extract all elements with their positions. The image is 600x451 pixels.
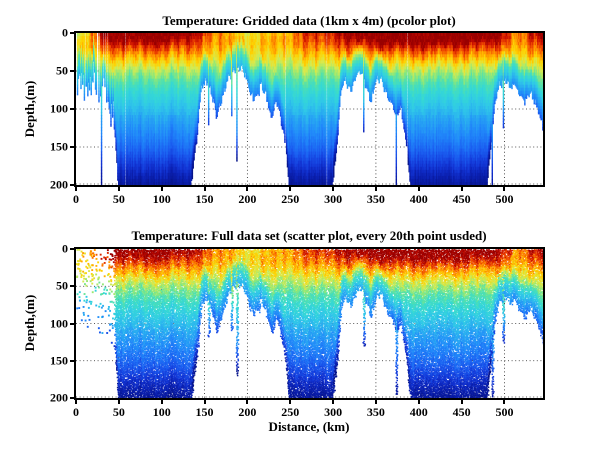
x-tick-mark xyxy=(460,400,463,404)
x-tick-label: 250 xyxy=(281,192,300,206)
y-tick-mark xyxy=(70,322,74,325)
pcolor-plot-title: Temperature: Gridded data (1km x 4m) (pc… xyxy=(162,13,456,28)
x-tick-label: 100 xyxy=(152,405,171,419)
y-tick-label: 50 xyxy=(56,63,68,78)
x-tick-label: 300 xyxy=(324,405,343,419)
x-tick-mark xyxy=(374,400,377,404)
x-tick-mark xyxy=(503,187,506,191)
x-tick-label: 200 xyxy=(238,405,257,419)
y-tick-label: 50 xyxy=(56,278,68,293)
x-tick-label: 50 xyxy=(112,192,125,206)
depth-axis-label-bottom: Depth,(m) xyxy=(22,294,37,352)
y-tick-mark xyxy=(70,397,74,399)
y-tick-mark xyxy=(70,146,74,148)
y-tick-mark xyxy=(70,184,74,186)
x-tick-mark xyxy=(332,187,335,191)
pcolor-plot-area xyxy=(74,31,545,187)
x-tick-label: 50 xyxy=(112,405,125,419)
x-tick-mark xyxy=(289,400,292,404)
x-tick-label: 0 xyxy=(73,192,79,206)
y-tick-mark xyxy=(70,359,74,362)
y-tick-label: 200 xyxy=(50,177,68,192)
x-tick-mark xyxy=(460,187,463,191)
y-tick-mark xyxy=(70,108,74,110)
x-tick-label: 450 xyxy=(452,192,471,206)
x-tick-label: 300 xyxy=(324,192,343,206)
x-tick-mark xyxy=(160,187,163,191)
y-tick-label: 150 xyxy=(50,353,68,368)
x-tick-mark xyxy=(160,400,163,404)
y-tick-mark xyxy=(70,32,74,34)
x-tick-label: 150 xyxy=(195,192,214,206)
x-tick-mark xyxy=(246,187,249,191)
x-tick-mark xyxy=(117,187,120,191)
y-tick-mark xyxy=(70,70,74,72)
x-tick-mark xyxy=(75,400,77,404)
x-tick-label: 250 xyxy=(281,405,300,419)
x-tick-mark xyxy=(75,187,77,191)
scatter-plot-area xyxy=(74,247,545,400)
x-tick-label: 400 xyxy=(409,405,428,419)
scatter-plot-canvas xyxy=(76,249,543,398)
x-tick-label: 500 xyxy=(495,405,514,419)
y-tick-mark xyxy=(70,285,74,288)
x-tick-mark xyxy=(203,187,206,191)
pcolor-plot-canvas xyxy=(76,33,543,185)
y-tick-label: 100 xyxy=(50,101,68,116)
x-tick-mark xyxy=(332,400,335,404)
x-tick-label: 0 xyxy=(73,405,79,419)
x-tick-label: 350 xyxy=(366,405,385,419)
x-tick-mark xyxy=(203,400,206,404)
y-tick-label: 200 xyxy=(50,390,68,405)
y-tick-label: 0 xyxy=(62,25,68,40)
x-tick-mark xyxy=(246,400,249,404)
y-tick-mark xyxy=(70,248,74,250)
x-tick-mark xyxy=(503,400,506,404)
x-tick-mark xyxy=(289,187,292,191)
x-tick-mark xyxy=(417,187,420,191)
y-tick-label: 0 xyxy=(62,241,68,256)
x-tick-label: 200 xyxy=(238,192,257,206)
y-tick-label: 100 xyxy=(50,316,68,330)
x-tick-label: 350 xyxy=(366,192,385,206)
distance-axis-label: Distance, (km) xyxy=(268,419,350,434)
depth-axis-label-top: Depth,(m) xyxy=(22,80,37,138)
x-tick-label: 150 xyxy=(195,405,214,419)
x-tick-mark xyxy=(117,400,120,404)
x-tick-label: 500 xyxy=(495,192,514,206)
x-tick-mark xyxy=(417,400,420,404)
x-tick-mark xyxy=(374,187,377,191)
x-tick-label: 450 xyxy=(452,405,471,419)
scatter-plot-title: Temperature: Full data set (scatter plot… xyxy=(131,228,487,243)
x-tick-label: 400 xyxy=(409,192,428,206)
y-tick-label: 150 xyxy=(50,139,68,154)
x-tick-label: 100 xyxy=(152,192,171,206)
